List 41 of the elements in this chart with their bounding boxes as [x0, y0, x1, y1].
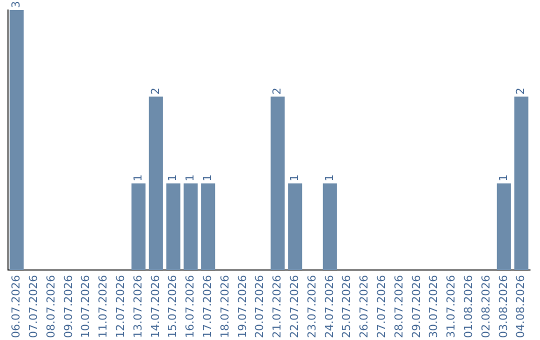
x-tick-label: 07.07.2026 [26, 275, 40, 338]
data-label: 1 [184, 174, 197, 182]
x-tick-label: 16.07.2026 [184, 275, 197, 338]
x-tick-label: 20.07.2026 [253, 275, 266, 338]
x-tick-label: 28.07.2026 [392, 275, 406, 338]
x-tick-label: 06.07.2026 [10, 275, 23, 338]
x-tick-label: 02.08.2026 [479, 275, 492, 338]
x-tick-label: 11.07.2026 [96, 275, 110, 338]
x-tick-label: 01.08.2026 [462, 275, 475, 338]
data-label: 1 [200, 174, 214, 182]
data-label: 1 [166, 174, 180, 182]
x-tick-label: 25.07.2026 [340, 275, 354, 338]
x-tick-label: 13.07.2026 [131, 275, 144, 338]
x-tick-label: 26.07.2026 [358, 275, 371, 338]
data-label: 3 [10, 1, 23, 8]
x-tick-label: 04.08.2026 [514, 275, 528, 338]
x-tick-label: 17.07.2026 [200, 275, 214, 338]
data-label: 2 [148, 88, 162, 95]
x-tick-label: 03.08.2026 [496, 275, 510, 338]
data-label: 1 [496, 174, 510, 182]
x-tick-label: 08.07.2026 [44, 275, 58, 338]
x-tick-label: 21.07.2026 [270, 275, 284, 338]
x-tick-label: 31.07.2026 [444, 275, 458, 338]
x-tick-label: 27.07.2026 [374, 275, 388, 338]
x-tick-label: 15.07.2026 [166, 275, 180, 338]
x-tick-label: 22.07.2026 [288, 275, 301, 338]
x-tick-label: 10.07.2026 [79, 275, 92, 338]
data-label: 2 [270, 88, 284, 95]
x-tick-label: 24.07.2026 [322, 275, 336, 338]
data-label: 1 [131, 174, 144, 182]
x-tick-label: 12.07.2026 [114, 275, 127, 338]
data-label: 2 [514, 88, 528, 95]
data-label: 1 [288, 174, 301, 182]
x-tick-label: 23.07.2026 [305, 275, 318, 338]
x-tick-label: 14.07.2026 [148, 275, 162, 338]
data-label: 1 [322, 174, 336, 182]
x-tick-label: 09.07.2026 [62, 275, 75, 338]
x-tick-label: 19.07.2026 [236, 275, 249, 338]
x-tick-label: 29.07.2026 [410, 275, 423, 338]
x-tick-label: 18.07.2026 [218, 275, 232, 338]
x-tick-label: 30.07.2026 [427, 275, 440, 338]
